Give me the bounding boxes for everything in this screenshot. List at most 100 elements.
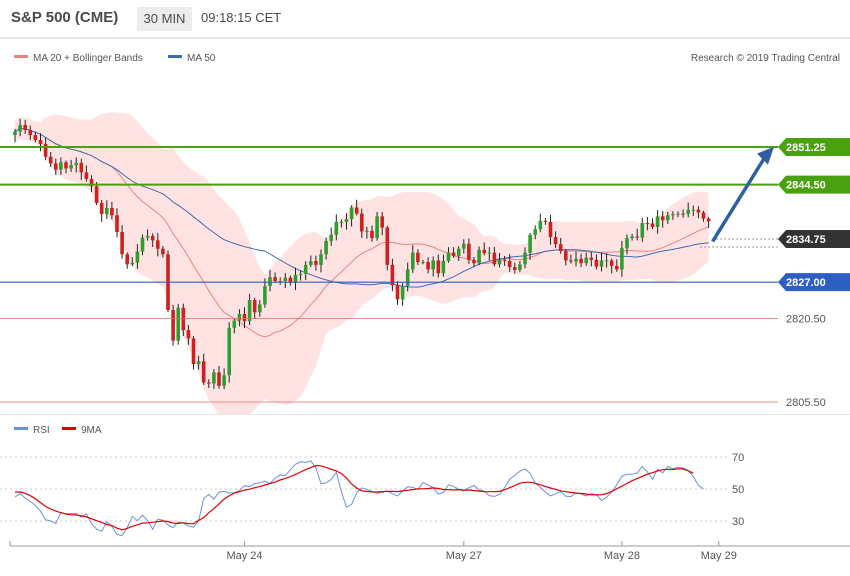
candle-body bbox=[28, 130, 33, 136]
candle-body bbox=[553, 237, 558, 245]
candle-body bbox=[303, 264, 308, 274]
rsi-tick-label: 70 bbox=[732, 452, 744, 464]
candle-body bbox=[431, 260, 435, 270]
candle-body bbox=[528, 234, 532, 253]
level-tag bbox=[778, 175, 850, 194]
candle-body bbox=[201, 361, 206, 383]
candle-body bbox=[324, 240, 328, 255]
ma50-line bbox=[14, 127, 709, 288]
candle bbox=[13, 128, 17, 143]
candle-body bbox=[186, 330, 191, 339]
candle bbox=[298, 270, 303, 281]
candle-body bbox=[212, 372, 216, 384]
candle bbox=[156, 233, 160, 257]
candle bbox=[390, 258, 395, 292]
candle bbox=[615, 259, 619, 272]
candle-body bbox=[370, 230, 374, 239]
candle bbox=[533, 225, 537, 240]
candle bbox=[145, 229, 150, 241]
candle bbox=[324, 237, 328, 260]
candle-body bbox=[334, 221, 339, 235]
candle-body bbox=[84, 172, 89, 180]
candle bbox=[609, 258, 614, 274]
candle-body bbox=[507, 260, 512, 268]
candle-body bbox=[564, 250, 568, 261]
candle-body bbox=[492, 252, 497, 265]
time-tick-label: May 29 bbox=[701, 550, 737, 562]
candle bbox=[676, 211, 680, 218]
candle-body bbox=[130, 262, 135, 265]
candle bbox=[645, 216, 650, 231]
candle bbox=[74, 157, 78, 173]
candle bbox=[528, 232, 532, 260]
candle bbox=[431, 256, 435, 277]
candle bbox=[594, 254, 599, 270]
candle-body bbox=[99, 203, 104, 215]
candle bbox=[344, 213, 349, 230]
candle-body bbox=[298, 273, 303, 275]
candle-body bbox=[584, 257, 588, 264]
candle bbox=[686, 202, 690, 218]
candle bbox=[482, 242, 486, 256]
candle-body bbox=[365, 230, 369, 232]
candle-body bbox=[441, 260, 446, 274]
candle-body bbox=[579, 258, 583, 264]
candle-body bbox=[227, 327, 231, 376]
rsi-legend-label: RSI bbox=[33, 425, 50, 436]
candle bbox=[706, 216, 711, 228]
candle-body bbox=[497, 259, 502, 265]
candle-body bbox=[477, 249, 481, 264]
candle bbox=[237, 309, 242, 327]
candle bbox=[523, 247, 527, 269]
candle-body bbox=[385, 227, 390, 265]
candle-body bbox=[258, 304, 262, 313]
candle bbox=[467, 238, 471, 264]
candle bbox=[426, 257, 430, 274]
timestamp: 09:18:15 CET bbox=[201, 10, 282, 25]
candle-body bbox=[13, 131, 17, 136]
level-value: 2851.25 bbox=[786, 142, 826, 154]
candle-body bbox=[354, 207, 359, 214]
candle bbox=[518, 261, 522, 273]
candle bbox=[28, 125, 33, 140]
candle-body bbox=[426, 262, 430, 270]
candle bbox=[176, 303, 180, 345]
candle bbox=[395, 281, 400, 305]
level-value: 2834.75 bbox=[786, 234, 826, 246]
candle bbox=[451, 247, 456, 258]
candle bbox=[671, 211, 675, 220]
candle-body bbox=[207, 382, 211, 384]
candle bbox=[635, 228, 639, 241]
timeframe-selector[interactable]: 30 MIN bbox=[137, 7, 192, 31]
candle-body bbox=[171, 310, 175, 341]
candle-body bbox=[487, 252, 492, 254]
candle-body bbox=[615, 266, 619, 270]
candle bbox=[217, 365, 221, 389]
candle bbox=[181, 303, 186, 336]
candle-body bbox=[247, 300, 252, 322]
candle-body bbox=[288, 277, 293, 283]
candle-body bbox=[681, 213, 685, 215]
candle-body bbox=[48, 156, 53, 164]
candle-body bbox=[660, 216, 665, 221]
candle bbox=[497, 253, 502, 268]
candle-body bbox=[513, 267, 517, 270]
candle bbox=[135, 244, 140, 269]
price-levels: 2851.25 2844.50 2834.75 2827.00 2820.50 2805.… bbox=[0, 138, 850, 409]
candle bbox=[569, 254, 573, 264]
candle bbox=[354, 199, 359, 216]
candle-body bbox=[319, 254, 323, 265]
candle-body bbox=[150, 235, 155, 241]
candle bbox=[584, 252, 588, 266]
rsi-plot: 30 50 70 bbox=[0, 452, 744, 537]
candle-body bbox=[574, 258, 578, 262]
level-value: 2844.50 bbox=[786, 180, 826, 192]
candle bbox=[288, 275, 293, 286]
candle bbox=[380, 211, 384, 236]
candle bbox=[196, 355, 201, 370]
candle bbox=[191, 336, 196, 370]
header-divider bbox=[0, 38, 850, 39]
candle-body bbox=[691, 209, 696, 211]
candle bbox=[329, 227, 333, 246]
